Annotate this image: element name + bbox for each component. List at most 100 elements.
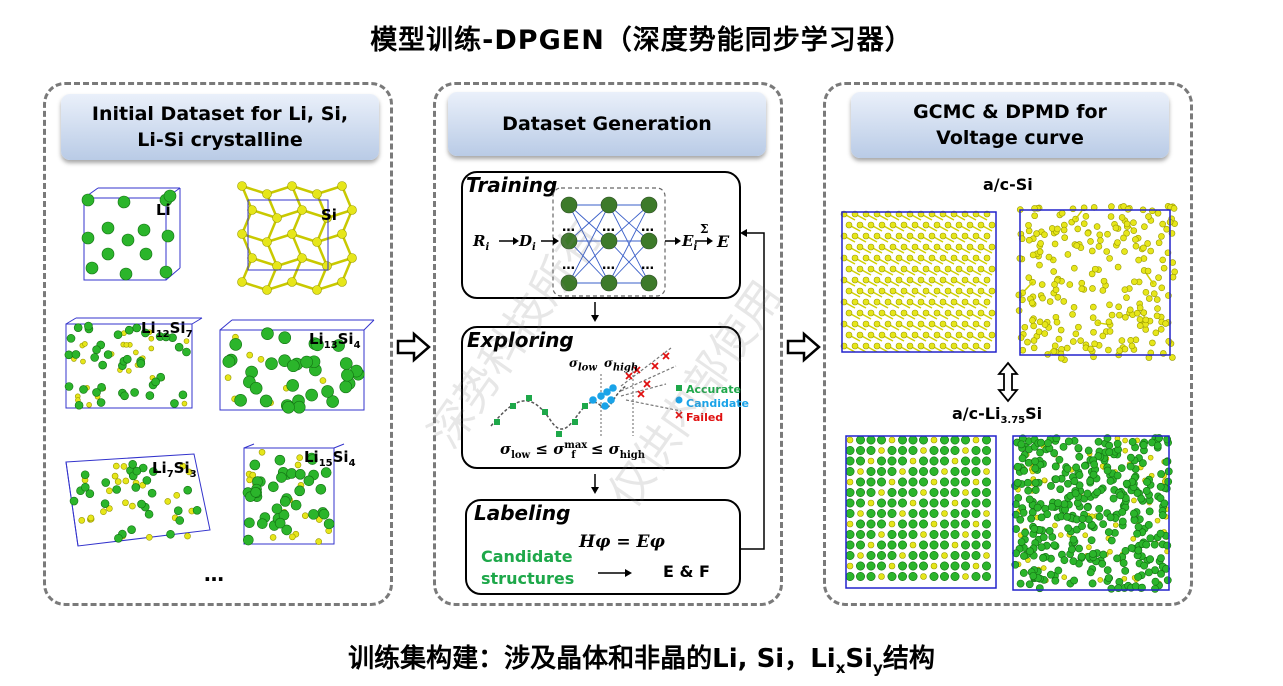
si-atom — [1133, 309, 1141, 317]
nn-node — [600, 196, 618, 214]
li-atom — [1109, 494, 1118, 503]
li-atom — [897, 540, 907, 550]
li-atom — [92, 388, 101, 397]
nn-node — [640, 274, 658, 292]
li-atom — [897, 435, 907, 445]
li-atom — [81, 193, 95, 207]
label-ac-si: a/c-Si — [983, 175, 1033, 194]
accurate-point — [510, 403, 516, 409]
si-atom — [845, 243, 853, 251]
si-atom — [1061, 234, 1068, 241]
li-atom — [929, 445, 939, 455]
li-atom — [292, 400, 306, 414]
li-atom — [1153, 441, 1162, 450]
li-atom — [145, 391, 155, 400]
si-atom — [867, 221, 875, 229]
si-atom — [920, 489, 927, 496]
li-atom — [908, 466, 918, 476]
si-atom — [983, 276, 991, 284]
si-atom — [983, 298, 991, 306]
panel3-header-line1: GCMC & DPMD for — [913, 101, 1107, 123]
si-atom — [1141, 223, 1148, 230]
si-atom — [1025, 236, 1033, 244]
si-atom — [1096, 231, 1104, 239]
si-atom — [1080, 220, 1088, 228]
si-atom — [944, 243, 952, 251]
si-atom — [1128, 342, 1136, 350]
legend-candidate: Candidate — [686, 397, 749, 410]
li-atom — [845, 445, 855, 455]
li-atom — [234, 394, 247, 407]
si-atom — [951, 541, 959, 549]
li-atom — [1144, 520, 1153, 529]
si-atom — [972, 320, 980, 328]
li-atom — [323, 518, 335, 530]
si-atom — [906, 342, 914, 350]
li-atom — [183, 485, 193, 495]
li-atom — [845, 509, 855, 519]
li-atom — [1103, 466, 1112, 475]
li-atom — [887, 456, 897, 466]
si-atom — [80, 358, 86, 365]
si-atom — [1097, 237, 1104, 244]
si-atom — [961, 342, 969, 350]
li-atom — [845, 498, 855, 508]
li-atom — [1129, 509, 1138, 518]
li-atom — [908, 445, 918, 455]
si-atom — [884, 298, 892, 306]
li-atom — [1087, 536, 1096, 545]
li-atom — [887, 509, 897, 519]
arrow-down-icon — [591, 474, 599, 494]
li-atom — [1104, 574, 1113, 582]
li-atom — [940, 530, 950, 540]
li-atom — [1157, 470, 1166, 478]
li-atom — [897, 519, 907, 529]
li-atom — [1107, 536, 1116, 545]
li-atom — [1045, 526, 1054, 535]
li-atom — [1037, 513, 1046, 522]
li-atom — [866, 466, 876, 476]
li-atom — [1023, 478, 1032, 487]
si-atom — [977, 265, 985, 273]
li-atom — [1106, 513, 1115, 522]
si-atom — [900, 265, 908, 273]
li-atom — [321, 385, 334, 398]
si-atom — [972, 232, 980, 240]
si-atom — [862, 320, 870, 328]
si-atom — [224, 374, 232, 381]
li-atom — [182, 347, 191, 357]
si-atom — [884, 232, 892, 240]
si-atom — [895, 232, 903, 240]
si-atom — [955, 265, 963, 273]
li-atom — [876, 540, 886, 550]
li-atom — [1104, 528, 1113, 537]
li-atom — [845, 466, 855, 476]
li-atom — [147, 488, 157, 498]
si-atom — [895, 254, 903, 262]
li-atom — [971, 487, 981, 497]
si-atom — [262, 285, 272, 295]
candidate-point — [607, 396, 615, 404]
li13si4-crystal — [219, 319, 375, 414]
si-atom — [922, 243, 930, 251]
si-crystal — [237, 181, 357, 295]
si-atom — [258, 448, 266, 456]
li-atom — [1064, 437, 1073, 446]
li-atom — [1151, 577, 1160, 586]
li-atom — [940, 477, 950, 487]
li-atom — [919, 435, 929, 445]
si-atom — [878, 573, 885, 580]
si-atom — [977, 243, 985, 251]
si-atom — [123, 342, 130, 348]
si-atom — [1126, 306, 1134, 314]
nn-node — [560, 232, 578, 250]
li-atom — [90, 353, 99, 362]
li-atom — [876, 498, 886, 508]
li-atom — [127, 525, 136, 534]
li-atom — [1074, 444, 1083, 452]
li-atom — [940, 572, 950, 582]
si-atom — [1053, 318, 1061, 326]
li-atom — [1134, 546, 1143, 555]
si-atom — [917, 320, 925, 328]
li-atom — [124, 325, 134, 335]
